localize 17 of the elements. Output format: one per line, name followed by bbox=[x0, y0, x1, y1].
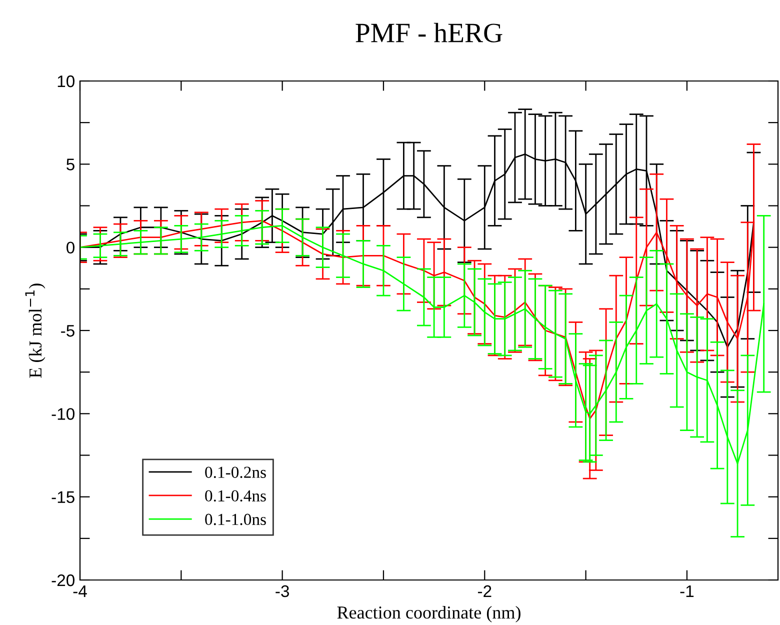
x-tick-label: -3 bbox=[276, 585, 289, 598]
y-tick-label: -15 bbox=[52, 491, 74, 504]
legend-label: 0.1-0.4ns bbox=[205, 490, 266, 502]
y-axis-title: E (kJ mol$^{−1}$) bbox=[25, 284, 46, 378]
legend-label: 0.1-0.2ns bbox=[205, 466, 266, 478]
y-tick-label: 0 bbox=[66, 242, 74, 254]
x-tick-label: -1 bbox=[680, 585, 694, 597]
y-tick-label: -5 bbox=[61, 325, 74, 337]
x-axis-title: Reaction coordinate (nm) bbox=[337, 606, 520, 622]
x-tick-label: -2 bbox=[478, 585, 492, 597]
y-tick-label: -20 bbox=[52, 574, 74, 586]
x-tick-label: -4 bbox=[73, 585, 87, 597]
y-tick-label: -10 bbox=[52, 408, 74, 420]
y-tick-label: 10 bbox=[58, 75, 74, 88]
legend-label: 0.1-1.0ns bbox=[205, 514, 266, 526]
chart-title: PMF - hERG bbox=[356, 22, 502, 42]
y-tick-label: 5 bbox=[66, 158, 74, 170]
